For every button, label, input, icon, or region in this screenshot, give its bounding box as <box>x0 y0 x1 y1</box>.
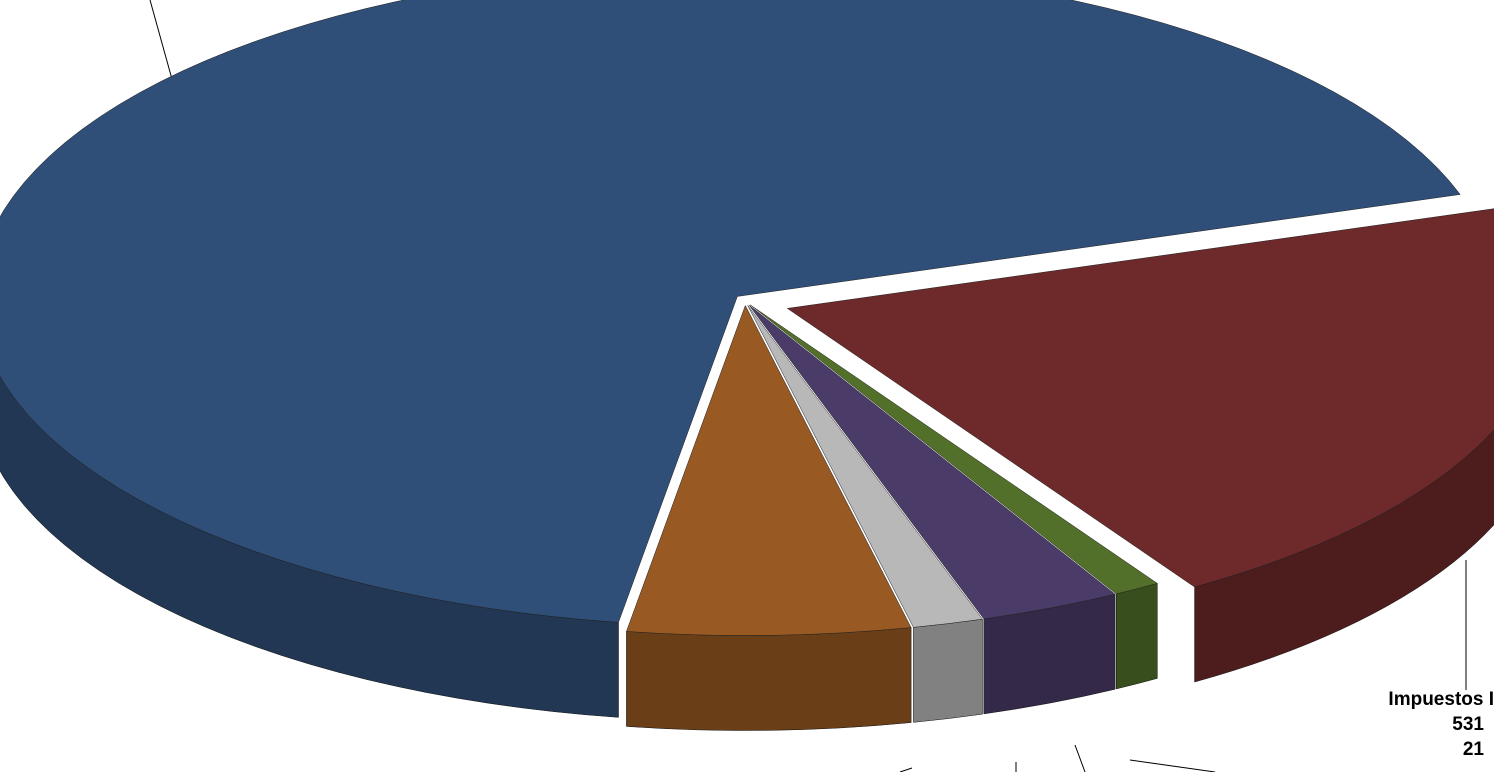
slice-value-label: 21 <box>1463 739 1485 760</box>
leader-line <box>1074 744 1086 772</box>
slice <box>749 304 1158 595</box>
slice-side <box>1194 429 1494 683</box>
pie <box>0 0 1494 731</box>
leader-line <box>899 767 913 772</box>
leader-line <box>1129 759 1216 772</box>
slice <box>747 305 983 628</box>
slice <box>626 304 912 636</box>
slice <box>786 208 1494 588</box>
slice-side <box>1115 583 1158 690</box>
slice <box>748 304 1116 620</box>
slice-side <box>913 618 983 723</box>
slice <box>0 0 1461 623</box>
slice-amount: 531 <box>1452 714 1484 735</box>
slice-side <box>626 627 912 731</box>
slice-label: Impuestos I <box>1388 689 1494 710</box>
